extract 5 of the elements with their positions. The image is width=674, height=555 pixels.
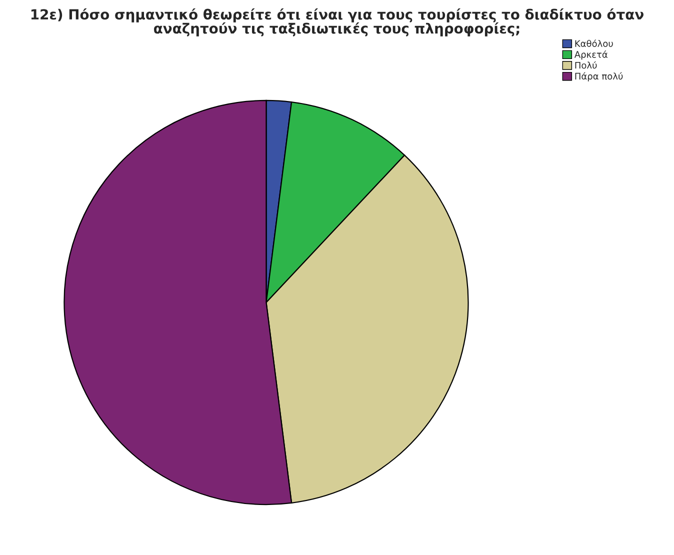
legend-label: Πολύ (575, 61, 597, 69)
legend-label: Πάρα πολύ (575, 72, 623, 82)
legend-label: Καθόλου (575, 40, 613, 47)
legend-label: Αρκετά (574, 50, 608, 60)
chart-title: 12ε) Πόσο σημαντικό θεωρείτε ότι είναι για τους τουρίστες το διαδίκτυο όταν αναζητούν τις ταξιδιωτικές τους πληροφορίες; (31, 8, 644, 36)
